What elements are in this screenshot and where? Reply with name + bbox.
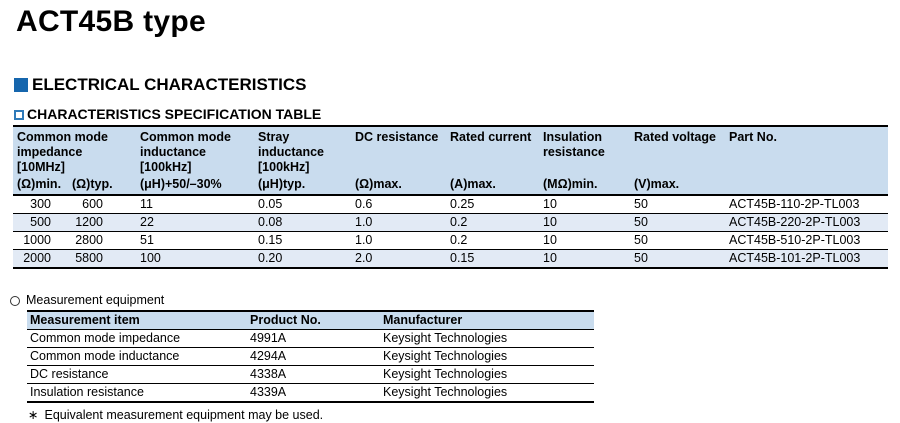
- spec-cell: 22: [140, 215, 154, 229]
- unit-v-max: (V)max.: [632, 176, 727, 196]
- spec-cell-part-no: ACT45B-101-2P-TL003: [729, 251, 861, 265]
- col-header-product-no: Product No.: [247, 311, 380, 330]
- spec-cell: 50: [634, 251, 648, 265]
- spec-cell: 11: [140, 197, 153, 211]
- measurement-equipment-table: Measurement item Product No. Manufacture…: [27, 310, 594, 403]
- meas-cell: Keysight Technologies: [383, 367, 508, 381]
- open-square-bullet-icon: [14, 109, 24, 120]
- meas-cell: Keysight Technologies: [383, 331, 508, 345]
- meas-cell: Keysight Technologies: [383, 385, 508, 399]
- spec-cell: 10: [543, 197, 557, 211]
- spec-cell: 5800: [75, 251, 103, 265]
- col-header-manufacturer: Manufacturer: [380, 311, 594, 330]
- spec-cell: 0.08: [258, 215, 283, 229]
- meas-cell: Insulation resistance: [30, 385, 144, 399]
- spec-cell: 2000: [23, 251, 51, 265]
- section-heading-electrical-characteristics: ELECTRICAL CHARACTERISTICS: [14, 76, 900, 93]
- spec-cell: 600: [82, 197, 103, 211]
- spec-cell: 2800: [75, 233, 103, 247]
- table-row: 1000 2800 51 0.15 1.0 0.2 10 50 ACT45B-5…: [13, 232, 888, 250]
- spec-cell: 100: [140, 251, 161, 265]
- unit-mohm-min: (MΩ)min.: [540, 176, 632, 196]
- spec-cell: 0.15: [450, 251, 475, 265]
- meas-cell: Common mode inductance: [30, 349, 180, 363]
- circle-bullet-icon: [10, 295, 20, 306]
- spec-cell: 10: [543, 251, 557, 265]
- spec-cell: 0.20: [258, 251, 283, 265]
- table-header-row: Measurement item Product No. Manufacture…: [27, 311, 594, 330]
- col-header-stray-inductance: Stray inductance [100kHz]: [255, 126, 352, 176]
- spec-cell: 10: [543, 233, 557, 247]
- col-header-measurement-item: Measurement item: [27, 311, 247, 330]
- table-row: DC resistance 4338A Keysight Technologie…: [27, 366, 594, 384]
- unit-uh-typ: (μH)typ.: [255, 176, 352, 196]
- spec-cell: 51: [140, 233, 154, 247]
- unit-ohm-min: (Ω)min.: [13, 176, 65, 196]
- meas-cell: DC resistance: [30, 367, 109, 381]
- spec-cell: 2.0: [355, 251, 373, 265]
- spec-cell: 50: [634, 197, 648, 211]
- table-row: Insulation resistance 4339A Keysight Tec…: [27, 384, 594, 403]
- table-row: Common mode inductance 4294A Keysight Te…: [27, 348, 594, 366]
- meas-cell: Keysight Technologies: [383, 349, 508, 363]
- unit-ohm-max: (Ω)max.: [352, 176, 447, 196]
- table-row: Common mode impedance 4991A Keysight Tec…: [27, 330, 594, 348]
- characteristics-specification-table: Common mode impedance [10MHz] Common mod…: [13, 125, 888, 269]
- col-header-common-mode-inductance: Common mode inductance [100kHz]: [117, 126, 255, 176]
- table-row: 500 1200 22 0.08 1.0 0.2 10 50 ACT45B-22…: [13, 213, 888, 232]
- col-header-common-mode-impedance: Common mode impedance [10MHz]: [13, 126, 117, 176]
- subsection-heading-spec-table: CHARACTERISTICS SPECIFICATION TABLE: [14, 107, 900, 122]
- spec-cell-part-no: ACT45B-110-2P-TL003: [729, 197, 860, 211]
- spec-cell: 50: [634, 233, 648, 247]
- meas-cell: 4991A: [250, 331, 287, 345]
- col-header-rated-voltage: Rated voltage: [632, 126, 727, 176]
- spec-cell: 10: [543, 215, 557, 229]
- spec-cell: 500: [30, 215, 51, 229]
- spec-cell: 300: [30, 197, 51, 211]
- spec-cell-part-no: ACT45B-220-2P-TL003: [729, 215, 861, 229]
- meas-cell: 4294A: [250, 349, 287, 363]
- meas-cell: 4338A: [250, 367, 287, 381]
- meas-cell: Common mode impedance: [30, 331, 181, 345]
- spec-cell-part-no: ACT45B-510-2P-TL003: [729, 233, 861, 247]
- spec-cell: 1.0: [355, 215, 373, 229]
- footnote: ∗ Equivalent measurement equipment may b…: [28, 408, 900, 423]
- col-header-part-no: Part No.: [727, 126, 888, 176]
- spec-cell: 0.2: [450, 233, 468, 247]
- spec-cell: 50: [634, 215, 648, 229]
- spec-cell: 1000: [23, 233, 51, 247]
- col-header-insulation-resistance: Insulation resistance: [540, 126, 632, 176]
- col-header-rated-current: Rated current: [447, 126, 540, 176]
- spec-cell: 0.6: [355, 197, 373, 211]
- spec-cell: 0.05: [258, 197, 283, 211]
- footnote-text: Equivalent measurement equipment may be …: [44, 408, 324, 422]
- spec-cell: 0.15: [258, 233, 283, 247]
- section-heading-label: ELECTRICAL CHARACTERISTICS: [32, 75, 307, 94]
- spec-cell: 1200: [75, 215, 103, 229]
- page-title: ACT45B type: [16, 5, 207, 38]
- filled-square-bullet-icon: [14, 77, 28, 92]
- spec-cell: 0.2: [450, 215, 468, 229]
- table-row: 300 600 11 0.05 0.6 0.25 10 50 ACT45B-11…: [13, 195, 888, 214]
- unit-uh-tol: (μH)+50/–30%: [117, 176, 255, 196]
- spec-cell: 0.25: [450, 197, 475, 211]
- measurement-equipment-label: Measurement equipment: [10, 293, 900, 308]
- measurement-equipment-text: Measurement equipment: [26, 293, 165, 307]
- unit-part-no-blank: [727, 176, 888, 196]
- unit-a-max: (A)max.: [447, 176, 540, 196]
- unit-ohm-typ: (Ω)typ.: [65, 176, 117, 196]
- table-row: 2000 5800 100 0.20 2.0 0.15 10 50 ACT45B…: [13, 249, 888, 268]
- spec-cell: 1.0: [355, 233, 373, 247]
- col-header-dc-resistance: DC resistance: [352, 126, 447, 176]
- asterisk-icon: ∗: [28, 408, 39, 422]
- subsection-heading-label: CHARACTERISTICS SPECIFICATION TABLE: [27, 106, 322, 122]
- meas-cell: 4339A: [250, 385, 287, 399]
